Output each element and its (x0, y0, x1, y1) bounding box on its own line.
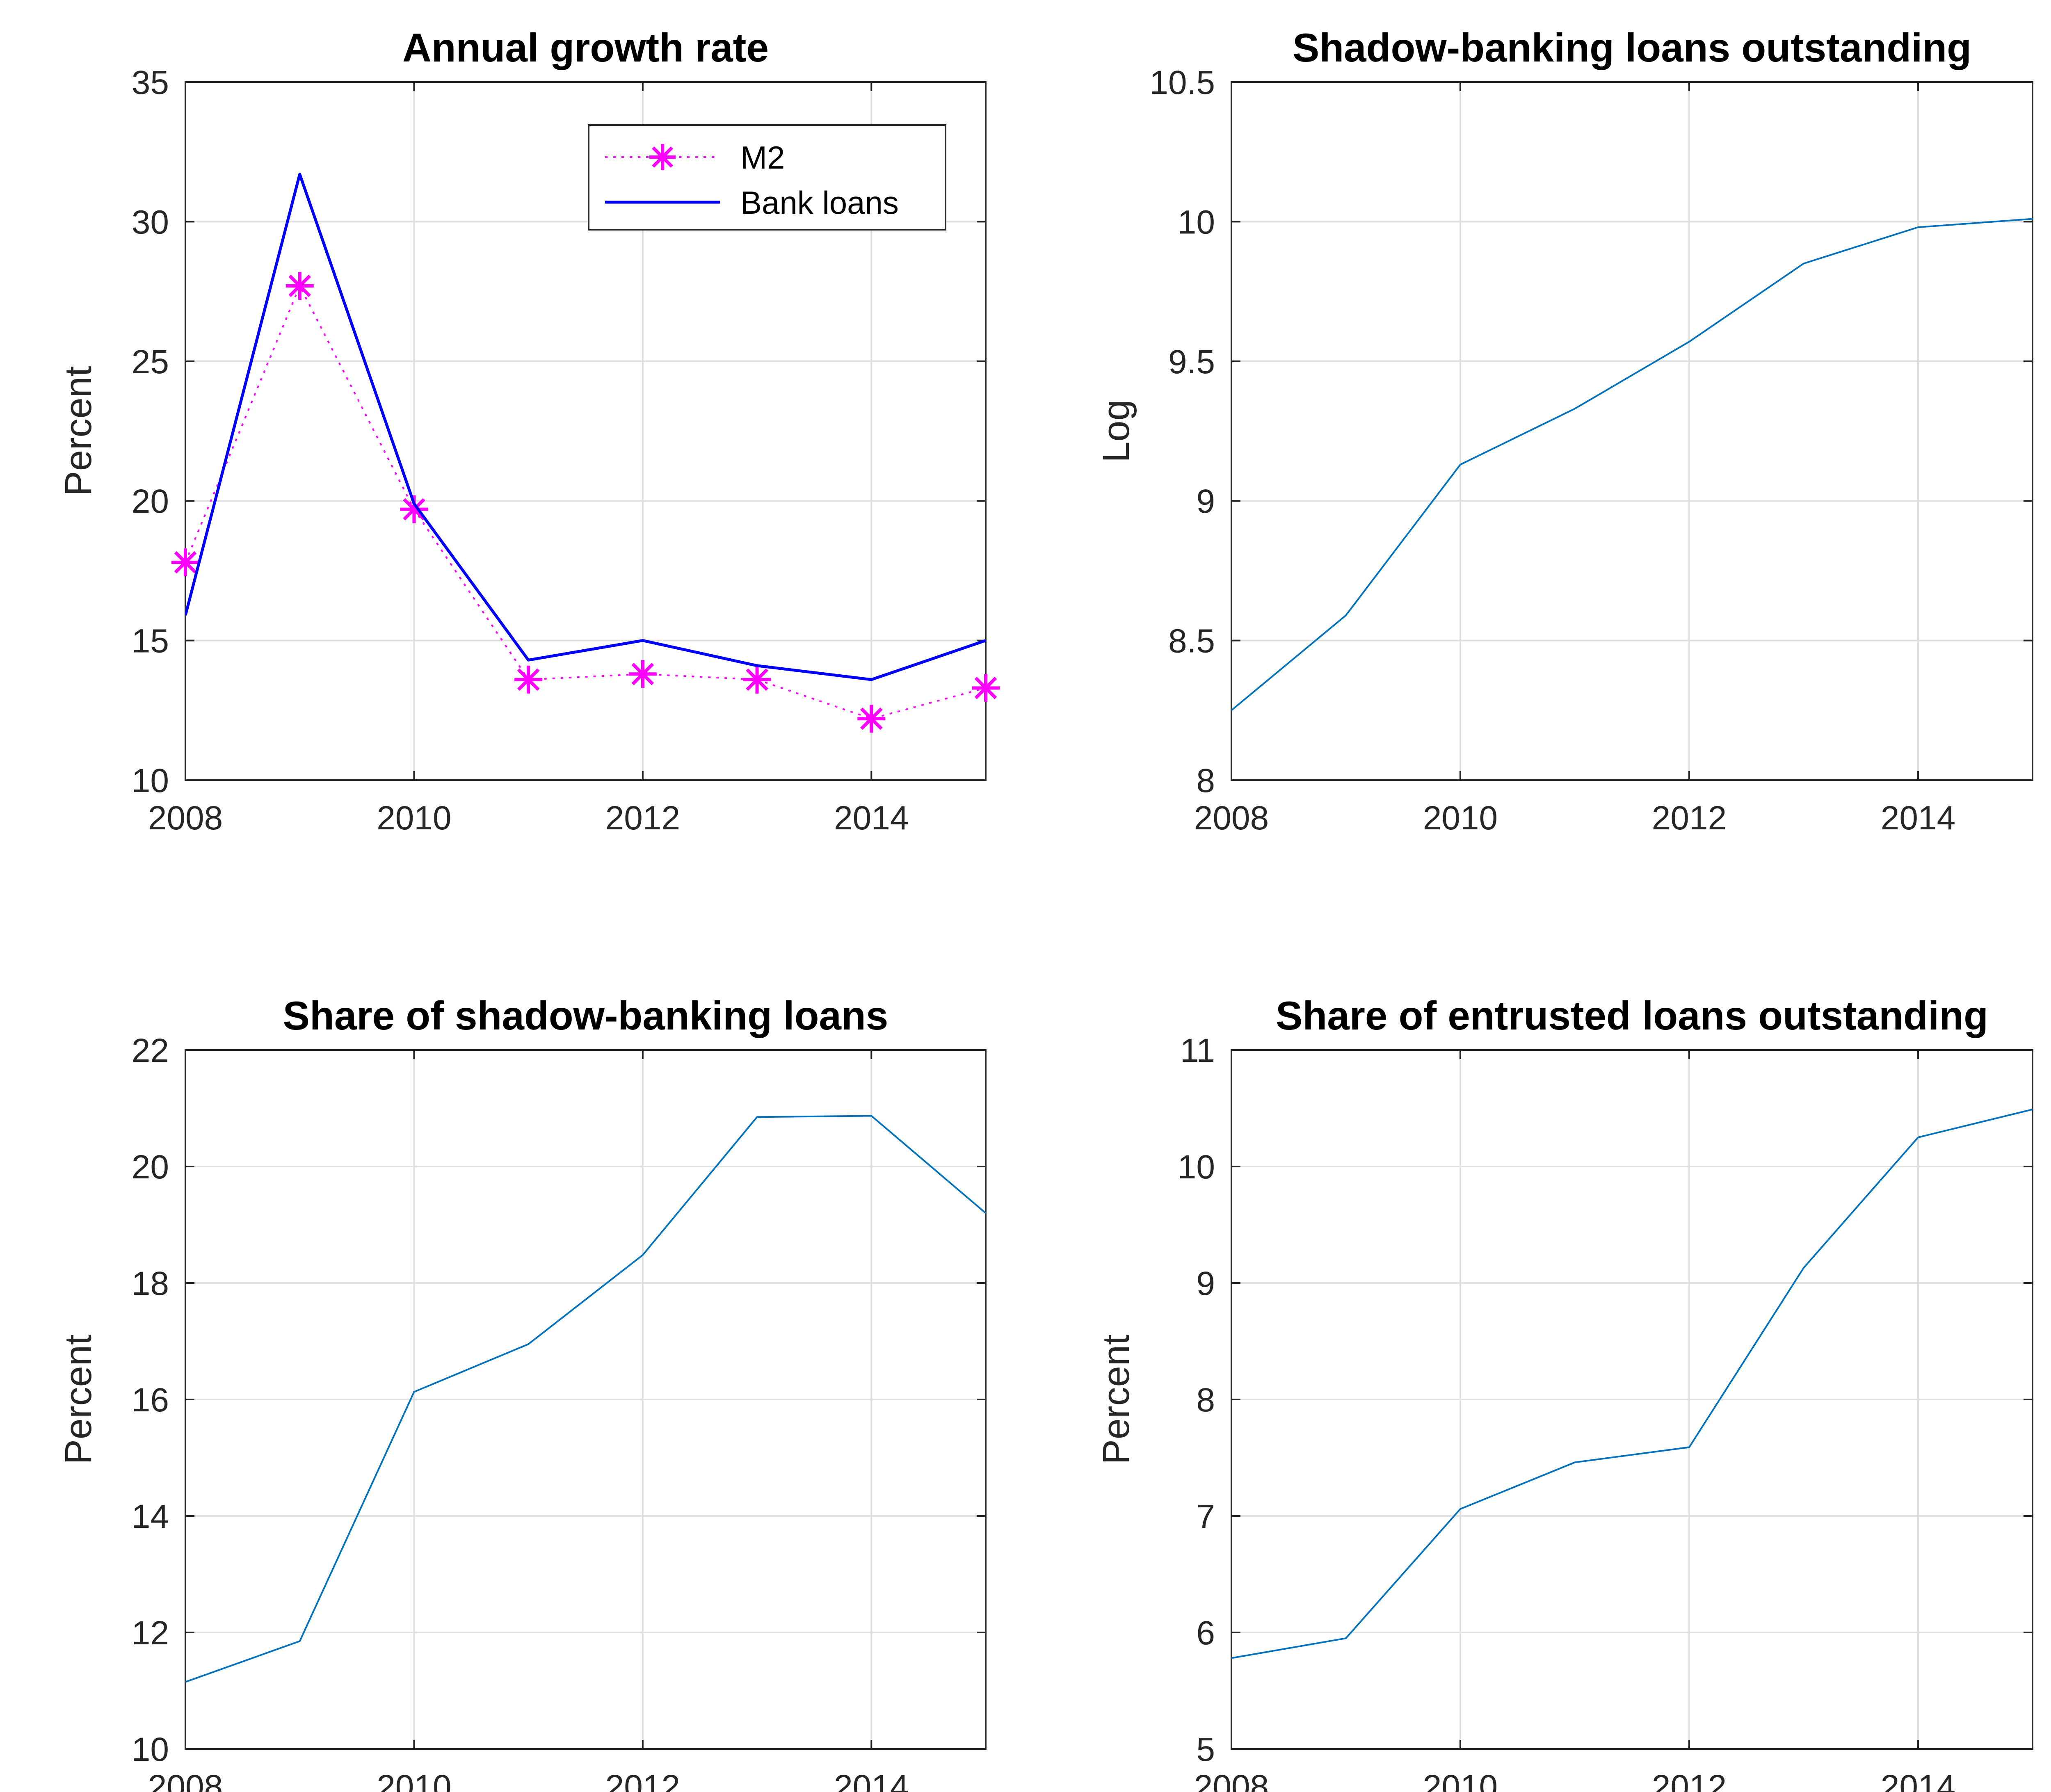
star-stroke (288, 274, 311, 297)
chart-panel-2: 2008 2010 2012 2014 8 8.5 9 9.5 10 10.5 Shadow-ban… (1095, 25, 2033, 837)
y-tick-label: 8.5 (1168, 623, 1215, 660)
legend-entry: M2 (605, 139, 785, 176)
y-tick-label: 30 (132, 203, 169, 241)
y-tick-label: 20 (132, 1148, 169, 1186)
x-tick-label: 2012 (1652, 1768, 1727, 1792)
data-point-m2 (972, 674, 1000, 702)
y-tick-label: 9.5 (1168, 343, 1215, 381)
series-line-3 (185, 1115, 986, 1683)
x-tick-label: 2008 (148, 799, 223, 837)
x-tick-label: 2014 (1881, 799, 1955, 837)
y-tick-label: 8 (1196, 762, 1215, 799)
series-group (1231, 218, 2033, 711)
series-line-2 (1231, 218, 2033, 711)
chart-title: Share of shadow-banking loans (283, 993, 888, 1038)
series-line-m2 (185, 285, 986, 720)
axes-box (185, 81, 987, 781)
star-stroke (174, 551, 197, 574)
series-line-4 (1231, 1108, 2033, 1659)
y-tick-label: 9 (1196, 1265, 1215, 1302)
data-point-m2 (514, 665, 543, 694)
x-tick-label: 2010 (377, 1768, 451, 1792)
y-axis-label: Percent (57, 366, 99, 496)
y-tick-label: 22 (132, 1032, 169, 1069)
star-stroke (517, 668, 540, 691)
series-group (185, 173, 986, 681)
chart-title: Shadow-banking loans outstanding (1293, 25, 1971, 70)
x-tick-label: 2010 (1423, 799, 1498, 837)
y-tick-label: 11 (1180, 1032, 1215, 1069)
legend-box (588, 124, 946, 231)
chart-panel-4: 2008 2010 2012 2014 5 6 7 8 9 10 11 Share of entrus… (1095, 993, 2033, 1792)
y-tick-label: 7 (1196, 1498, 1215, 1535)
x-tick-label: 2014 (834, 799, 909, 837)
star-stroke (403, 498, 425, 520)
star-stroke (746, 668, 768, 691)
legend-star-stroke (652, 146, 673, 168)
series-group (1231, 1108, 2033, 1659)
x-tick-label: 2014 (1881, 1768, 1955, 1792)
x-tick-label: 2012 (1652, 799, 1727, 837)
chart-panel-1: 2008 2010 2012 2014 10 15 20 25 30 35 Annual growt… (57, 25, 1000, 837)
y-axis-label: Percent (57, 1334, 99, 1464)
data-point-m2 (743, 665, 771, 694)
x-tick-label: 2012 (605, 1768, 680, 1792)
star-stroke (974, 677, 997, 699)
legend: M2 Bank loans (588, 124, 946, 231)
star-stroke (631, 662, 654, 685)
data-point-m2 (285, 272, 314, 300)
x-tick-label: 2010 (377, 799, 451, 837)
x-tick-label: 2014 (834, 1768, 909, 1792)
y-tick-label: 35 (132, 64, 169, 101)
series-group (185, 1115, 986, 1683)
y-tick-label: 25 (132, 343, 169, 381)
x-tick-label: 2008 (1194, 1768, 1269, 1792)
y-tick-label: 10 (1178, 203, 1215, 241)
chart-panel-3: 2008 2010 2012 2014 10 12 14 16 18 20 22 Share of s… (57, 993, 987, 1792)
chart-title: Annual growth rate (402, 25, 769, 70)
data-point-m2 (628, 660, 657, 688)
legend-entry: Bank loans (605, 185, 899, 221)
series-group (185, 285, 986, 720)
y-tick-label: 10 (1178, 1148, 1215, 1186)
y-tick-label: 8 (1196, 1381, 1215, 1419)
y-tick-label: 10.5 (1149, 64, 1215, 101)
y-tick-label: 16 (132, 1381, 169, 1419)
star-stroke (860, 707, 883, 730)
y-tick-label: 6 (1196, 1614, 1215, 1652)
legend-label: Bank loans (740, 185, 899, 221)
y-tick-label: 5 (1196, 1731, 1215, 1768)
y-tick-label: 10 (132, 1731, 169, 1768)
y-tick-label: 12 (132, 1614, 169, 1652)
x-tick-label: 2010 (1423, 1768, 1498, 1792)
legend-label: M2 (740, 139, 785, 176)
y-tick-label: 10 (132, 762, 169, 799)
x-tick-label: 2012 (605, 799, 680, 837)
plot-area (1231, 82, 2033, 780)
y-tick-label: 20 (132, 483, 169, 520)
y-tick-label: 14 (132, 1498, 169, 1535)
chart-title: Share of entrusted loans outstanding (1276, 993, 1988, 1038)
data-point-m2 (171, 548, 199, 576)
axes-box (1231, 81, 2033, 781)
y-tick-label: 18 (132, 1265, 169, 1302)
y-tick-label: 9 (1196, 483, 1215, 520)
y-axis-label: Percent (1095, 1334, 1137, 1464)
series-line-bank-loans (185, 173, 986, 681)
x-tick-label: 2008 (148, 1768, 223, 1792)
data-point-m2 (857, 705, 886, 733)
y-tick-label: 15 (132, 623, 169, 660)
y-axis-label: Log (1095, 399, 1137, 463)
x-tick-label: 2008 (1194, 799, 1269, 837)
